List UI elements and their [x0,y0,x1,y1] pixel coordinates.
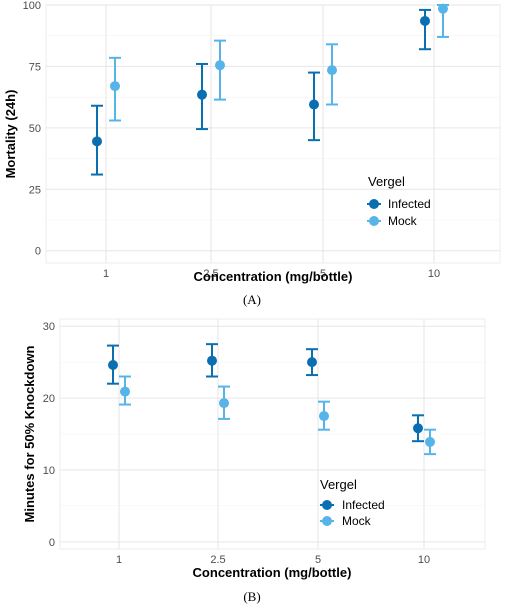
panel-b-point-mock [120,386,130,397]
panel-a-x-axis-title: Concentration (mg/bottle) [194,269,353,284]
panel-a-y-tick-label: 75 [29,61,41,73]
panel-b-label: (B) [243,589,260,604]
panel-a-x-tick-label: 10 [428,268,440,280]
panel-a-plot-border [45,4,501,264]
panel-b-x-axis-title: Concentration (mg/bottle) [193,565,352,580]
panel-b-y-tick-label: 20 [43,393,55,405]
panel-b-legend: Vergel Infected Mock [320,477,385,528]
panel-b-x-tick-label: 5 [315,554,321,566]
panel-b-legend-title: Vergel [320,477,357,492]
panel-a-legend-title: Vergel [368,174,405,189]
panel-a-legend-label-infected: Infected [388,197,431,211]
panel-b-legend-label-infected: Infected [342,498,385,512]
panel-b-point-mock [319,411,329,422]
panel-b-gridlines [60,319,485,549]
panel-a-y-tick-label: 0 [35,246,41,258]
panel-b-y-axis-title: Minutes for 50% Knockdown [22,345,37,522]
panel-a-legend-key-infected [367,199,381,209]
panel-b-y-tick-labels: 0 10 20 30 [43,321,55,549]
panel-a-point-infected [197,89,207,100]
panel-b-legend-key-infected [320,500,334,510]
panel-a-x-tick-label: 2.5 [203,268,218,280]
panel-b-y-tick-label: 30 [43,321,55,333]
panel-a-x-tick-label: 1 [103,268,109,280]
panel-a-point-infected [92,136,102,147]
panel-a-gridlines [46,4,500,263]
panel-a-point-mock [215,60,225,71]
panel-a-y-tick-label: 25 [29,184,41,196]
panel-a-point-mock [110,81,120,92]
panel-b-point-infected [207,355,217,366]
panel-b-legend-key-mock [320,516,334,526]
panel-a-point-infected [420,15,430,26]
panel-b: 0 10 20 30 1 2.5 5 10 Concentration (mg/bottle… [22,318,486,604]
panel-a-x-tick-labels: 1 2.5 5 10 [103,268,440,280]
panel-b-x-tick-label: 10 [418,554,430,566]
panel-a-legend-key-mock [367,216,381,226]
panel-b-point-mock [219,398,229,409]
panel-b-x-tick-label: 1 [116,554,122,566]
panel-a-point-infected [309,99,319,110]
panel-a-legend: Vergel Infected Mock [367,174,431,228]
panel-a-data-marks [91,3,449,176]
panel-a-y-tick-labels: 0 25 50 75 100 [23,0,41,258]
panel-b-x-tick-label: 2.5 [210,554,225,566]
panel-b-x-tick-labels: 1 2.5 5 10 [116,554,430,566]
panel-b-point-mock [425,436,435,447]
panel-a-y-tick-label: 100 [23,0,41,12]
panel-a-point-mock [438,3,448,14]
panel-a-x-tick-label: 5 [320,268,326,280]
panel-b-point-infected [307,357,317,368]
panel-a-point-mock [327,65,337,76]
panel-b-data-marks [107,343,436,456]
panel-b-point-infected [108,360,118,370]
panel-b-y-tick-label: 0 [49,537,55,549]
panel-b-legend-label-mock: Mock [342,514,372,528]
panel-a-y-tick-label: 50 [29,123,41,135]
panel-b-y-tick-label: 10 [43,465,55,477]
panel-a-legend-label-mock: Mock [388,214,418,228]
panel-a-label: (A) [243,292,261,307]
panel-b-point-infected [413,423,423,434]
panel-a: 0 25 50 75 100 1 2.5 5 10 Concentration (mg/bot… [3,0,501,307]
panel-a-y-axis-title: Mortality (24h) [3,90,18,179]
